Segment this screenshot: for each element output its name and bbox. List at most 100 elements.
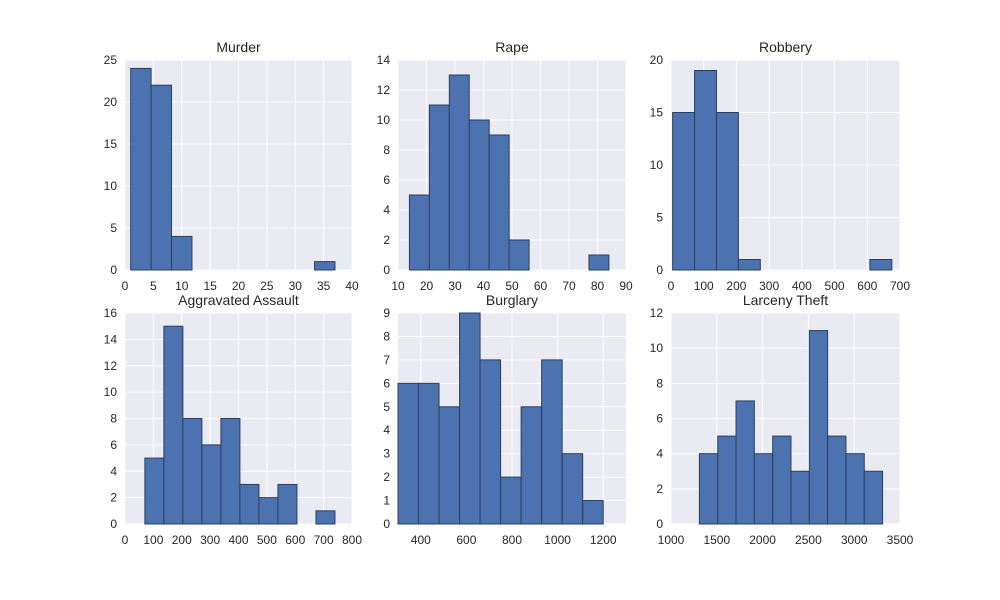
x-tick-label: 300 xyxy=(200,533,220,547)
x-tick-label: 100 xyxy=(143,533,163,547)
x-tick-label: 2000 xyxy=(749,533,776,547)
x-tick-label: 0 xyxy=(122,279,129,293)
x-tick-label: 600 xyxy=(285,533,305,547)
x-tick-label: 15 xyxy=(203,279,217,293)
x-tick-label: 80 xyxy=(591,279,605,293)
y-tick-label: 3 xyxy=(383,447,390,461)
histogram-bar xyxy=(171,235,193,271)
y-tick-label: 12 xyxy=(650,306,664,320)
x-tick-label: 40 xyxy=(345,279,359,293)
x-tick-label: 200 xyxy=(172,533,192,547)
subplot-robbery: 0 100 200 300 400 500 600 700 0 5 10 15 20 Robbery xyxy=(650,39,911,293)
histogram-bar xyxy=(500,476,522,525)
chart-title: Aggravated Assault xyxy=(178,292,299,308)
histogram-bar xyxy=(863,470,884,525)
histogram-bar xyxy=(845,453,865,525)
y-tick-label: 4 xyxy=(383,423,390,437)
y-tick-label: 8 xyxy=(383,143,390,157)
histogram-bar xyxy=(735,400,755,525)
histogram-bar xyxy=(717,435,737,525)
y-tick-label: 10 xyxy=(377,113,391,127)
histogram-bar xyxy=(150,84,173,271)
histogram-bar xyxy=(520,406,543,525)
y-tick-label: 1 xyxy=(383,494,390,508)
x-tick-label: 25 xyxy=(260,279,274,293)
histogram-bar xyxy=(561,453,584,525)
y-tick-label: 0 xyxy=(656,263,663,277)
histogram-bar xyxy=(737,259,761,271)
histogram-bar xyxy=(672,112,696,271)
y-tick-label: 2 xyxy=(383,470,390,484)
y-tick-label: 2 xyxy=(656,482,663,496)
histogram-bar xyxy=(488,134,510,271)
x-tick-label: 400 xyxy=(411,533,431,547)
y-tick-label: 0 xyxy=(110,517,117,531)
y-tick-label: 10 xyxy=(104,385,118,399)
histogram-bar xyxy=(239,483,260,525)
y-tick-label: 2 xyxy=(383,233,390,247)
y-tick-label: 8 xyxy=(656,376,663,390)
y-tick-label: 4 xyxy=(383,203,390,217)
y-tick-label: 6 xyxy=(383,173,390,187)
histogram-bar xyxy=(541,359,563,525)
y-tick-label: 6 xyxy=(383,376,390,390)
x-tick-label: 700 xyxy=(314,533,334,547)
x-tick-label: 3000 xyxy=(841,533,868,547)
y-tick-label: 0 xyxy=(656,517,663,531)
histogram-bar xyxy=(408,194,430,271)
x-tick-label: 600 xyxy=(857,279,877,293)
histogram-bar xyxy=(448,74,470,271)
histogram-bar xyxy=(163,325,184,525)
subplot-larceny-theft: 1000 1500 2000 2500 3000 3500 0 2 4 6 8 10 12 Larceny… xyxy=(650,292,914,547)
histogram-bar xyxy=(468,119,490,271)
x-tick-label: 1500 xyxy=(703,533,730,547)
histogram-bar xyxy=(315,510,336,525)
x-tick-label: 10 xyxy=(175,279,189,293)
y-tick-label: 10 xyxy=(650,341,664,355)
histogram-bar xyxy=(715,112,739,271)
subplot-aggravated-assault: 0 100 200 300 400 500 600 700 800 0 2 4 6 8 10 12 14 16 Ag… xyxy=(104,292,363,547)
y-tick-label: 12 xyxy=(377,83,391,97)
histogram-bar xyxy=(258,497,279,525)
histogram-bar xyxy=(397,382,420,525)
chart-title: Robbery xyxy=(759,39,812,55)
histogram-bar xyxy=(130,67,152,271)
x-tick-label: 1000 xyxy=(658,533,685,547)
x-tick-label: 300 xyxy=(759,279,779,293)
histogram-bar xyxy=(808,330,829,525)
histogram-bar xyxy=(314,261,336,271)
y-tick-label: 15 xyxy=(650,106,664,120)
histogram-bar xyxy=(201,444,222,525)
y-tick-label: 10 xyxy=(104,179,118,193)
histogram-bar xyxy=(772,435,792,525)
histogram-bar xyxy=(694,70,717,271)
histogram-bar xyxy=(428,104,450,271)
x-tick-label: 35 xyxy=(317,279,331,293)
x-tick-label: 600 xyxy=(456,533,476,547)
y-tick-label: 6 xyxy=(656,412,663,426)
x-tick-label: 20 xyxy=(420,279,434,293)
x-tick-label: 700 xyxy=(890,279,910,293)
y-tick-label: 8 xyxy=(110,412,117,426)
histogram-bar xyxy=(144,457,165,525)
y-tick-label: 5 xyxy=(110,221,117,235)
chart-title: Rape xyxy=(495,39,529,55)
x-tick-label: 2500 xyxy=(795,533,822,547)
subplot-rape: 10 20 30 40 50 60 70 80 90 0 2 4 6 8 10 12 14 Rape xyxy=(377,39,633,293)
chart-title: Burglary xyxy=(486,292,538,308)
x-tick-label: 100 xyxy=(694,279,714,293)
y-tick-label: 15 xyxy=(104,137,118,151)
histogram-bar xyxy=(418,382,440,525)
histogram-bar xyxy=(582,500,604,525)
y-tick-label: 14 xyxy=(377,53,391,67)
histogram-bar xyxy=(182,418,203,525)
y-tick-label: 16 xyxy=(104,306,118,320)
y-tick-label: 5 xyxy=(656,211,663,225)
y-tick-label: 8 xyxy=(383,329,390,343)
y-tick-label: 0 xyxy=(383,263,390,277)
x-tick-label: 0 xyxy=(122,533,129,547)
histogram-bar xyxy=(827,435,847,525)
histogram-bar xyxy=(753,453,774,525)
x-tick-label: 400 xyxy=(792,279,812,293)
histogram-bar xyxy=(277,483,298,525)
